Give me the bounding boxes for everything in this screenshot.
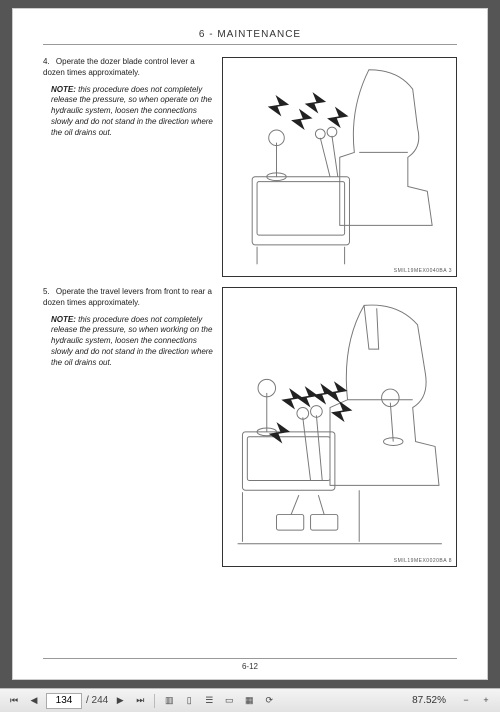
diagram-travel-levers: SMIL19MEX0020BA 8: [222, 287, 457, 567]
note-label: NOTE:: [51, 85, 76, 94]
next-page-icon: ▶: [117, 696, 124, 705]
page-number-input[interactable]: [46, 693, 82, 709]
document-page: 6 - MAINTENANCE 4. Operate the dozer bla…: [12, 8, 488, 680]
rotate-icon: ⟳: [265, 696, 273, 705]
document-viewport: 6 - MAINTENANCE 4. Operate the dozer bla…: [0, 0, 500, 688]
page-header: 6 - MAINTENANCE: [43, 29, 457, 45]
next-page-button[interactable]: ▶: [112, 693, 128, 709]
first-page-icon: ⏮: [10, 696, 18, 705]
diagram-caption: SMIL19MEX0040BA 3: [394, 268, 452, 274]
step-text: 4. Operate the dozer blade control lever…: [43, 57, 214, 277]
toolbar-separator: [154, 694, 155, 708]
step-number: 5.: [43, 287, 50, 296]
zoom-level: 87.52%: [412, 695, 446, 706]
view-book-button[interactable]: ▦: [241, 693, 257, 709]
diagram-column: SMIL19MEX0040BA 3: [222, 57, 457, 277]
step-note: NOTE: this procedure does not completely…: [43, 315, 214, 369]
zoom-out-icon: −: [463, 696, 468, 705]
step-note: NOTE: this procedure does not completely…: [43, 85, 214, 139]
step-body: Operate the dozer blade control lever a …: [43, 57, 195, 77]
note-text: this procedure does not completely relea…: [51, 315, 213, 367]
sidebar-toggle-button[interactable]: ▥: [161, 693, 177, 709]
prev-page-button[interactable]: ◀: [26, 693, 42, 709]
view-single-button[interactable]: ▯: [181, 693, 197, 709]
page-number: 6-12: [43, 658, 457, 671]
facing-icon: ▭: [225, 696, 234, 705]
last-page-icon: ⏭: [136, 696, 144, 705]
pdf-toolbar: ⏮ ◀ / 244 ▶ ⏭ ▥ ▯ ☰ ▭ ▦ ⟳ 87.52% − +: [0, 688, 500, 712]
diagram-column: SMIL19MEX0020BA 8: [222, 287, 457, 567]
diagram-svg: [223, 288, 456, 566]
diagram-svg: [223, 58, 456, 276]
view-continuous-button[interactable]: ☰: [201, 693, 217, 709]
continuous-icon: ☰: [205, 696, 213, 705]
rotate-button[interactable]: ⟳: [261, 693, 277, 709]
last-page-button[interactable]: ⏭: [132, 693, 148, 709]
step-section: 5. Operate the travel levers from front …: [43, 287, 457, 567]
first-page-button[interactable]: ⏮: [6, 693, 22, 709]
note-text: this procedure does not completely relea…: [51, 85, 213, 137]
single-page-icon: ▯: [187, 696, 192, 705]
zoom-in-icon: +: [483, 696, 488, 705]
step-number: 4.: [43, 57, 50, 66]
view-facing-button[interactable]: ▭: [221, 693, 237, 709]
zoom-in-button[interactable]: +: [478, 693, 494, 709]
sidebar-icon: ▥: [165, 696, 174, 705]
note-label: NOTE:: [51, 315, 76, 324]
diagram-caption: SMIL19MEX0020BA 8: [394, 558, 452, 564]
page-total: / 244: [86, 695, 108, 706]
step-body: Operate the travel levers from front to …: [43, 287, 212, 307]
zoom-out-button[interactable]: −: [458, 693, 474, 709]
step-text: 5. Operate the travel levers from front …: [43, 287, 214, 567]
book-icon: ▦: [245, 696, 254, 705]
diagram-dozer-lever: SMIL19MEX0040BA 3: [222, 57, 457, 277]
prev-page-icon: ◀: [31, 696, 38, 705]
step-section: 4. Operate the dozer blade control lever…: [43, 57, 457, 277]
